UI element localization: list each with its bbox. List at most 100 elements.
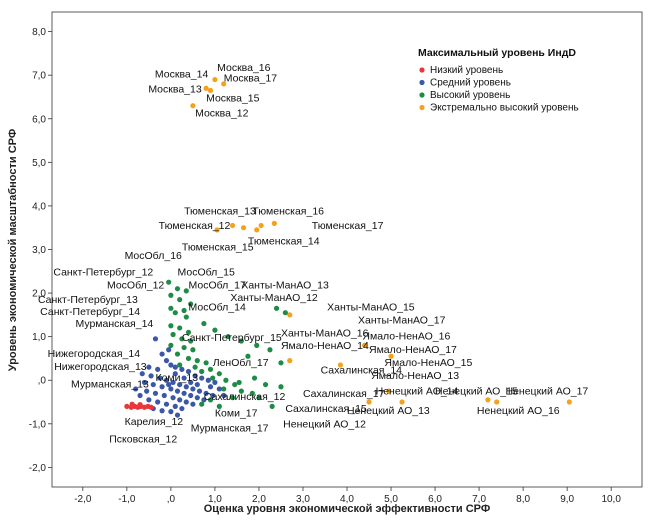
point-label: Нижегородская_14 (48, 348, 141, 360)
y-tick-label: 8,0 (32, 27, 46, 38)
data-point (168, 305, 174, 311)
data-point (256, 395, 262, 401)
point-label: Москва_13 (148, 84, 202, 96)
data-point (157, 375, 163, 381)
legend: Максимальный уровень ИндD Низкий уровень С… (418, 47, 579, 114)
data-point (258, 222, 264, 229)
point-label: Ханты-МанАО_13 (241, 280, 329, 292)
data-point (155, 399, 161, 405)
data-point (271, 220, 277, 226)
x-tick-label: 8,0 (516, 494, 530, 505)
point-label: Ненецкий АО_12 (283, 418, 366, 430)
data-point (221, 81, 227, 87)
data-point (148, 373, 154, 379)
x-tick-label: 9,0 (560, 494, 574, 505)
data-point (174, 351, 181, 357)
point-label: Ненецкий АО_14 (376, 386, 459, 398)
point-label: Псковская_12 (109, 434, 177, 446)
data-point (168, 386, 174, 392)
data-point (146, 397, 152, 403)
legend-marker (419, 92, 425, 98)
point-label: Ямало-НенАО_14 (281, 340, 369, 352)
data-point (146, 364, 152, 370)
point-label: МосОбл_15 (177, 267, 234, 279)
data-point (216, 386, 222, 392)
data-point (181, 375, 187, 381)
y-tick-label: -2,0 (29, 463, 47, 474)
data-point (207, 384, 214, 390)
data-point (282, 310, 288, 316)
data-point (201, 320, 207, 327)
point-label: Санкт-Петербург_12 (53, 267, 153, 279)
point-label: МосОбл_16 (125, 250, 182, 262)
data-point (168, 362, 174, 368)
data-point (183, 399, 189, 405)
x-tick-label: 5,0 (384, 494, 398, 505)
data-point (129, 401, 135, 407)
y-tick-label: 6,0 (32, 114, 46, 125)
point-label: Тюменская_14 (248, 235, 320, 247)
data-point (133, 386, 139, 392)
data-point (150, 381, 156, 388)
y-tick-label: ,0 (38, 376, 47, 387)
point-label: Москва_14 (155, 68, 209, 80)
point-label: Ненецкий АО_13 (347, 405, 430, 417)
data-point (179, 366, 185, 372)
data-point (163, 358, 170, 364)
point-label: Карелия_12 (125, 416, 184, 428)
data-point (181, 307, 187, 314)
data-point (214, 227, 220, 233)
legend-entry: Низкий уровень (430, 65, 503, 76)
data-point (188, 379, 194, 386)
data-point (216, 371, 222, 377)
data-point (262, 381, 269, 388)
data-point (199, 368, 205, 375)
x-tick-label: 1,0 (208, 494, 222, 505)
data-point (207, 397, 214, 403)
data-point (221, 392, 227, 399)
data-point (177, 381, 183, 388)
data-point (188, 392, 194, 399)
data-point (194, 381, 200, 388)
data-point (254, 227, 260, 233)
x-tick-label: 6,0 (428, 494, 442, 505)
data-point (212, 327, 218, 333)
data-point (229, 222, 236, 229)
data-point (163, 401, 170, 407)
data-point (144, 388, 150, 394)
y-tick-label: -1,0 (29, 419, 47, 430)
legend-entry: Экстремально высокий уровень (430, 103, 579, 114)
data-point (168, 292, 174, 298)
data-point (152, 390, 159, 396)
data-point (273, 305, 280, 311)
data-point (188, 301, 194, 307)
y-tick-label: 3,0 (32, 245, 46, 256)
point-label: Тюменская_16 (252, 206, 324, 218)
data-point (194, 358, 200, 364)
data-point (194, 395, 200, 401)
point-label: Тюменская_17 (312, 220, 384, 232)
y-tick-label: 5,0 (32, 158, 46, 169)
point-label: Тюменская_13 (184, 206, 256, 218)
x-tick-label: 2,0 (252, 494, 266, 505)
data-point (362, 342, 368, 348)
x-tick-label: 4,0 (340, 494, 354, 505)
data-point (159, 351, 165, 357)
point-label: Сахалинская_17 (303, 388, 385, 400)
data-point (196, 388, 203, 394)
data-point (494, 399, 500, 405)
data-point (236, 379, 242, 386)
legend-title: Максимальный уровень ИндD (418, 47, 576, 59)
data-point (168, 323, 174, 329)
data-point (229, 395, 236, 401)
data-point (485, 397, 491, 403)
data-point (137, 392, 143, 399)
data-point (148, 404, 154, 410)
point-label: Ямало-НенАО_15 (384, 357, 472, 369)
legend-marker (419, 79, 425, 86)
legend-entry: Высокий уровень (430, 90, 510, 101)
x-tick-label: 10,0 (601, 494, 621, 505)
data-point (210, 392, 216, 399)
data-point (267, 347, 273, 353)
